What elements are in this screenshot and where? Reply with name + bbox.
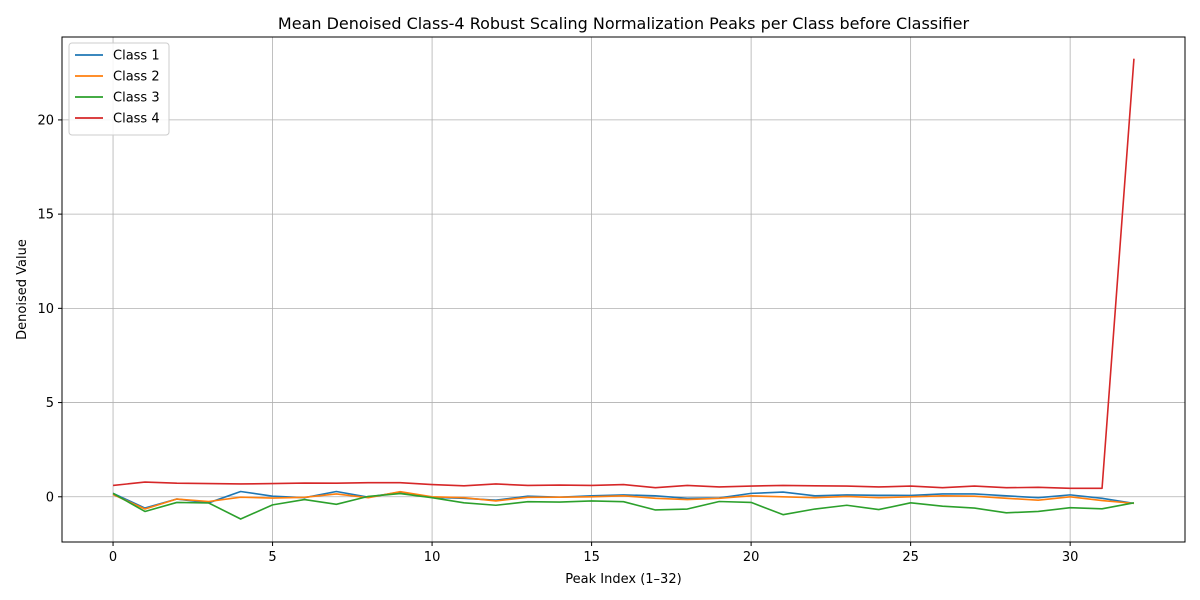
x-tick-label: 20: [743, 550, 760, 565]
series-line-class-1: [112, 490, 1135, 509]
legend: Class 1 Class 2 Class 3 Class 4: [68, 42, 170, 136]
legend-box: [68, 42, 170, 136]
plot-frame: [61, 36, 1186, 543]
series-lines: [112, 58, 1135, 520]
series-line-class-2: [112, 490, 1135, 510]
legend-label: Class 2: [113, 70, 160, 85]
grid-lines: [62, 37, 1185, 542]
y-tick-label: 10: [37, 302, 54, 317]
x-tick-label: 5: [268, 550, 276, 565]
y-tick-label: 5: [46, 396, 54, 411]
legend-label: Class 3: [113, 91, 160, 106]
series-line-class-3: [112, 492, 1135, 520]
y-axis-label: Denoised Value: [15, 239, 30, 340]
series-line-class-4: [112, 58, 1135, 490]
x-tick-label: 0: [109, 550, 117, 565]
x-tick-label: 15: [583, 550, 600, 565]
legend-label: Class 1: [113, 49, 160, 64]
chart-title: Mean Denoised Class-4 Robust Scaling Nor…: [278, 14, 970, 33]
x-tick-label: 25: [902, 550, 919, 565]
x-tick-label: 30: [1062, 550, 1079, 565]
x-tick-label: 10: [424, 550, 441, 565]
x-axis-label: Peak Index (1–32): [565, 572, 681, 587]
axis-ticks: 0 5 10 15 20 25 30 0 5 10 15 20: [37, 113, 1078, 565]
legend-label: Class 4: [113, 112, 160, 127]
y-tick-label: 20: [37, 113, 54, 128]
y-tick-label: 15: [37, 208, 54, 223]
y-tick-label: 0: [46, 490, 54, 505]
